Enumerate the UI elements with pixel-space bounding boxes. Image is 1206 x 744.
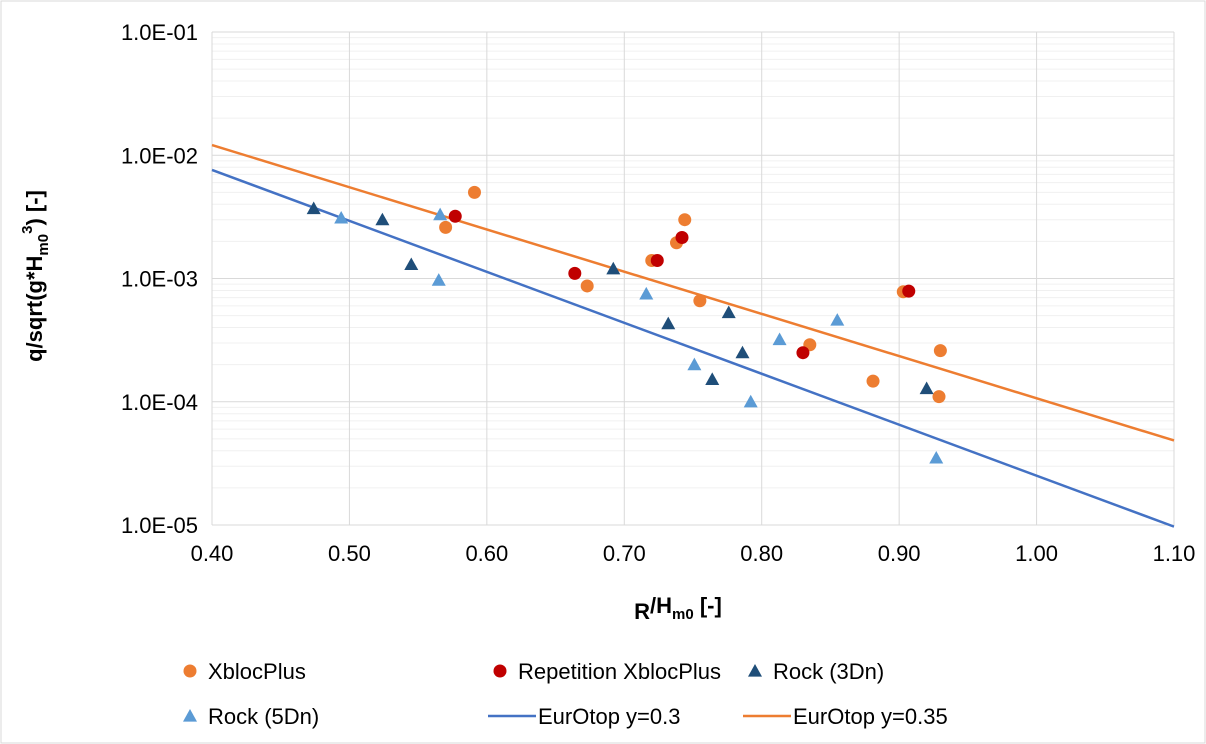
y-tick-label: 1.0E-02 [121, 143, 198, 168]
legend-item-repetition-xblocplus: Repetition XblocPlus [493, 659, 721, 684]
x-tick-label: 0.60 [465, 541, 508, 566]
point-repetition-xblocplus [902, 284, 916, 298]
y-tick-label: 1.0E-01 [121, 20, 198, 45]
point-rock-3dn [661, 316, 676, 330]
legend-swatch [183, 709, 197, 722]
x-tick-label: 1.00 [1015, 541, 1058, 566]
legend-item-eurotop-y-0-35: EurOtop y=0.35 [743, 704, 948, 729]
point-rock-5dn [743, 394, 758, 408]
line-eurotop-y-0-35 [211, 143, 1175, 442]
point-rock-5dn [431, 273, 446, 286]
point-repetition-xblocplus [796, 346, 810, 360]
point-rock-3dn [919, 381, 934, 395]
x-tick-label: 0.90 [878, 541, 921, 566]
point-rock-5dn [687, 357, 702, 371]
legend-label: EurOtop y=0.3 [538, 704, 680, 729]
legend-item-xblocplus: XblocPlus [183, 659, 306, 684]
point-rock-5dn [334, 210, 349, 224]
legend-item-rock-3dn: Rock (3Dn) [748, 659, 884, 684]
point-rock-3dn [721, 305, 736, 319]
legend-label: Repetition XblocPlus [518, 659, 721, 684]
minor-gridlines [212, 37, 1174, 489]
point-rock-5dn [929, 450, 944, 464]
line-eurotop-y-0-3 [211, 168, 1175, 528]
point-rock-5dn [830, 313, 845, 326]
legend-label: Rock (5Dn) [208, 704, 319, 729]
point-rock-3dn [606, 261, 621, 275]
y-tick-labels: 1.0E-05 1.0E-04 1.0E-03 1.0E-02 1.0E-01 [121, 20, 198, 538]
y-tick-label: 1.0E-05 [121, 513, 198, 538]
point-rock-5dn [639, 286, 654, 300]
data-points [306, 185, 947, 464]
point-rock-5dn [772, 332, 787, 346]
legend-label: EurOtop y=0.35 [793, 704, 948, 729]
legend-label: XblocPlus [208, 659, 306, 684]
point-repetition-xblocplus [448, 209, 462, 223]
point-rock-3dn [404, 257, 419, 271]
x-tick-label: 0.40 [191, 541, 234, 566]
legend-item-rock-5dn: Rock (5Dn) [183, 704, 319, 729]
point-repetition-xblocplus [568, 266, 582, 280]
y-axis-title: q/sqrt(g*Hm03) [-] [19, 190, 52, 362]
point-xblocplus [467, 185, 481, 199]
x-tick-label: 1.10 [1153, 541, 1196, 566]
point-rock-3dn [735, 345, 750, 359]
major-gridlines [211, 31, 1175, 526]
x-tick-label: 0.50 [328, 541, 371, 566]
legend-item-eurotop-y-0-3: EurOtop y=0.3 [488, 704, 680, 729]
x-tick-label: 0.80 [740, 541, 783, 566]
point-xblocplus [439, 220, 453, 234]
point-xblocplus [932, 390, 946, 404]
point-rock-3dn [375, 212, 390, 226]
point-rock-3dn [306, 201, 321, 215]
point-xblocplus [678, 213, 692, 227]
y-tick-label: 1.0E-03 [121, 267, 198, 292]
x-tick-labels: 0.40 0.50 0.60 0.70 0.80 0.90 1.00 1.10 [191, 541, 1196, 566]
legend: XblocPlus Repetition XblocPlus Rock (3Dn) R… [183, 659, 948, 729]
legend-swatch [183, 664, 197, 678]
point-rock-5dn [433, 207, 448, 221]
trend-lines [211, 143, 1175, 528]
legend-swatch [748, 664, 762, 677]
point-xblocplus [580, 279, 594, 293]
x-tick-label: 0.70 [603, 541, 646, 566]
point-rock-3dn [705, 372, 720, 385]
point-xblocplus [933, 344, 947, 358]
point-repetition-xblocplus [650, 253, 664, 267]
x-axis-title: R/Hm0 [-] [634, 593, 722, 624]
point-xblocplus [693, 294, 707, 308]
legend-swatch [493, 664, 507, 678]
point-xblocplus [866, 374, 880, 388]
legend-label: Rock (3Dn) [773, 659, 884, 684]
point-repetition-xblocplus [675, 231, 689, 245]
y-tick-label: 1.0E-04 [121, 390, 198, 415]
